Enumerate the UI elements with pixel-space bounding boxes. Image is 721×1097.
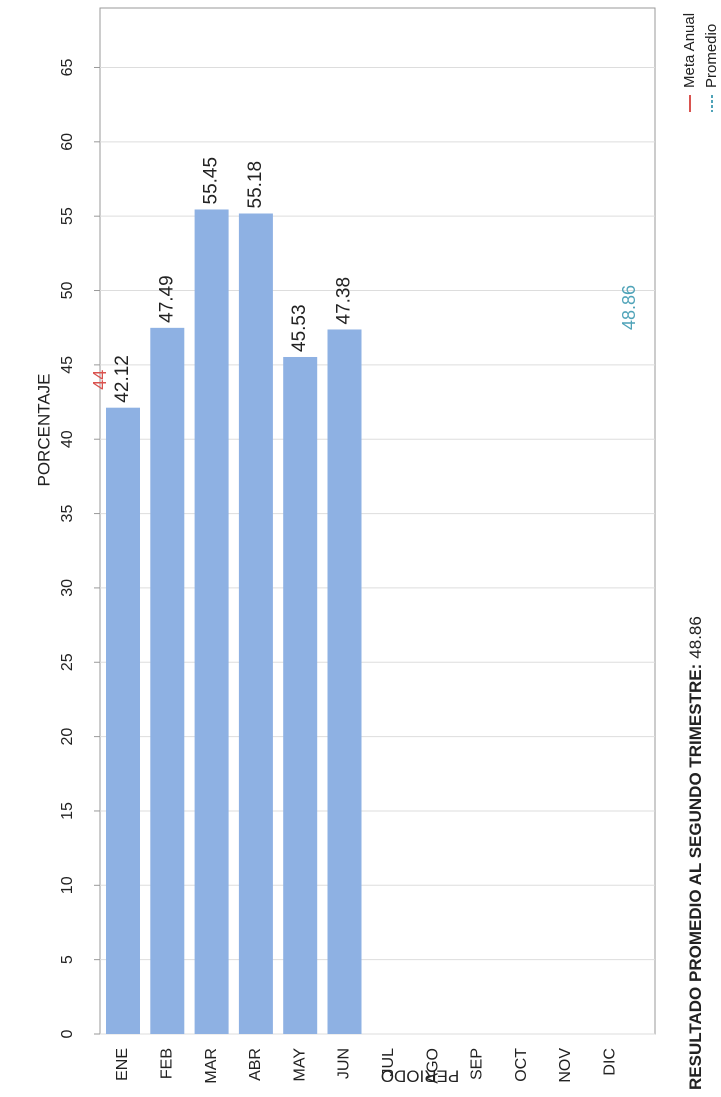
bar [150, 327, 185, 1034]
y-tick-label: 50 [59, 282, 76, 300]
y-tick-label: 60 [59, 133, 76, 151]
value-label: 47.49 [156, 275, 177, 323]
legend-label: Meta Anual [681, 13, 698, 88]
x-tick-label: ENE [114, 1048, 131, 1081]
y-tick-label: 5 [59, 955, 76, 964]
y-tick-label: 0 [59, 1029, 76, 1038]
x-tick-label: MAY [291, 1048, 308, 1082]
x-tick-label: JUN [336, 1048, 353, 1079]
x-tick-label: ABR [247, 1048, 264, 1081]
bar [106, 407, 140, 1034]
y-tick-label: 55 [59, 207, 76, 225]
x-tick-label: FEB [159, 1048, 176, 1079]
bar [283, 356, 318, 1034]
legend-label: Promedio [703, 24, 720, 88]
summary: RESULTADO PROMEDIO AL SEGUNDO TRIMESTRE:… [686, 616, 705, 1090]
summary-label: RESULTADO PROMEDIO AL SEGUNDO TRIMESTRE: [686, 664, 705, 1090]
value-label: 45.53 [289, 304, 310, 352]
y-tick-label: 20 [59, 728, 76, 746]
bar [327, 329, 362, 1035]
value-label: 42.12 [112, 355, 133, 403]
x-tick-label: NOV [557, 1048, 574, 1083]
y-axis-title: PORCENTAJE [34, 373, 53, 486]
x-tick-label: DIC [602, 1048, 619, 1076]
reference-label: 44 [90, 370, 110, 390]
x-axis-title: PERIODO [381, 1067, 459, 1086]
y-tick-label: 10 [59, 876, 76, 894]
value-label: 47.38 [334, 277, 355, 325]
summary-value: 48.86 [686, 616, 705, 659]
value-label: 55.18 [245, 161, 266, 209]
y-tick-label: 35 [59, 505, 76, 523]
reference-label: 48.86 [619, 285, 639, 330]
y-tick-label: 40 [59, 430, 76, 448]
y-tick-label: 65 [59, 58, 76, 76]
value-label: 55.45 [201, 157, 222, 205]
bar [238, 213, 273, 1035]
x-tick-label: JUL [380, 1048, 397, 1077]
bar [194, 209, 229, 1034]
x-tick-label: AGO [424, 1048, 441, 1084]
y-tick-label: 30 [59, 579, 76, 597]
x-tick-label: SEP [469, 1048, 486, 1080]
y-tick-label: 15 [59, 802, 76, 820]
x-tick-label: MAR [203, 1048, 220, 1084]
x-tick-label: OCT [513, 1048, 530, 1082]
y-tick-label: 45 [59, 356, 76, 374]
y-tick-label: 25 [59, 653, 76, 671]
